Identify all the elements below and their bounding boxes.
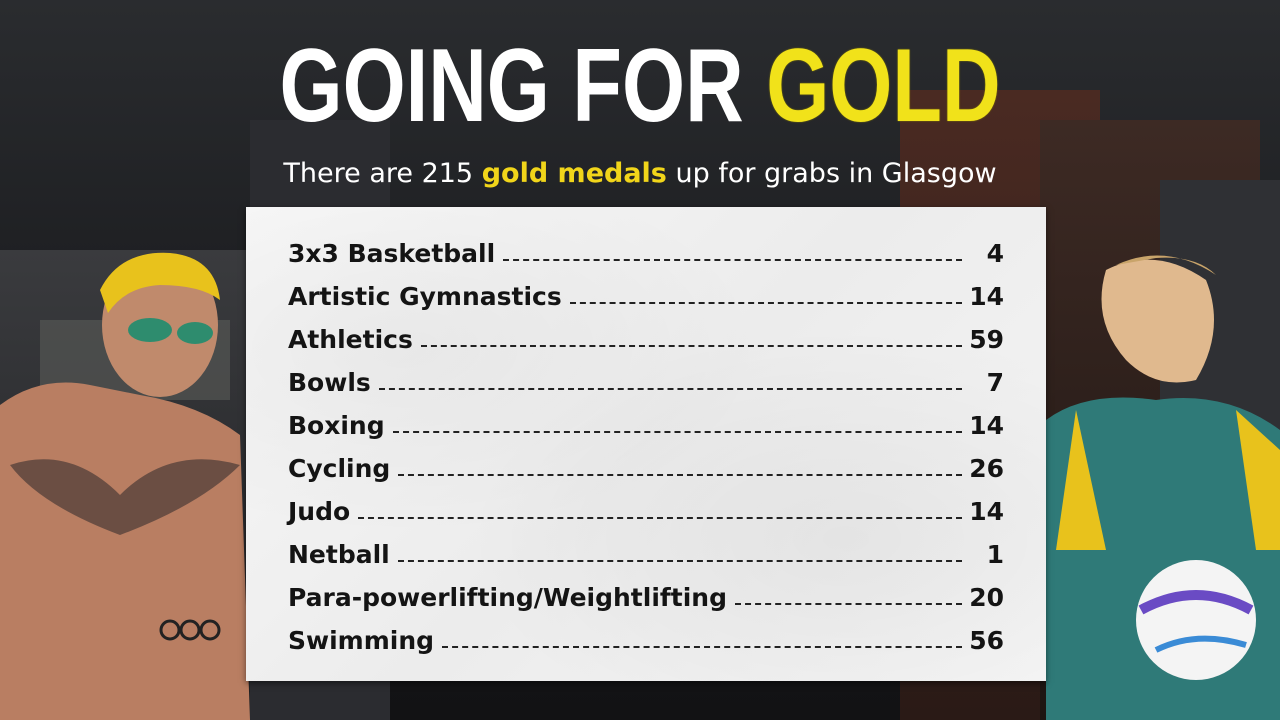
dotted-leader	[420, 345, 962, 347]
gold-medal-count: 20	[969, 583, 1004, 612]
gold-medal-count: 56	[969, 626, 1004, 655]
gold-medal-count: 26	[969, 454, 1004, 483]
sport-name: Para-powerlifting/Weightlifting	[288, 583, 727, 612]
gold-medal-count: 1	[986, 540, 1004, 569]
sport-name: Athletics	[288, 325, 413, 354]
sport-name: Artistic Gymnastics	[288, 282, 562, 311]
gold-medal-count: 14	[969, 282, 1004, 311]
sport-name: Cycling	[288, 454, 391, 483]
list-item: Athletics 59	[288, 315, 1004, 355]
list-item: Netball 1	[288, 530, 1004, 570]
dotted-leader	[392, 431, 962, 433]
sport-name: Judo	[288, 497, 351, 526]
netball-player-illustration	[1046, 255, 1280, 720]
sport-name: 3x3 Basketball	[288, 239, 496, 268]
gold-medal-count: 59	[969, 325, 1004, 354]
sport-name: Swimming	[288, 626, 435, 655]
title-part-white: GOING FOR	[279, 28, 744, 144]
medal-list-card: 3x3 Basketball 4 Artistic Gymnastics 14 Athl…	[246, 207, 1046, 681]
gold-medal-count: 4	[986, 239, 1004, 268]
dotted-leader	[358, 517, 962, 519]
title-part-gold: GOLD	[766, 28, 1001, 144]
list-item: Artistic Gymnastics 14	[288, 272, 1004, 312]
list-item: 3x3 Basketball 4	[288, 229, 1004, 269]
subtitle-pre: There are 215	[283, 158, 474, 189]
gold-medal-count: 14	[969, 497, 1004, 526]
dotted-leader	[503, 259, 962, 261]
list-item: Boxing 14	[288, 401, 1004, 441]
gold-medal-count: 14	[969, 411, 1004, 440]
dotted-leader	[735, 603, 962, 605]
dotted-leader	[398, 474, 962, 476]
list-item: Bowls 7	[288, 358, 1004, 398]
subtitle-highlight: gold medals	[481, 158, 667, 189]
list-item: Para-powerlifting/Weightlifting 20	[288, 573, 1004, 613]
swimmer-illustration	[0, 252, 250, 720]
gold-medal-count: 7	[986, 368, 1004, 397]
sport-name: Bowls	[288, 368, 371, 397]
list-item: Cycling 26	[288, 444, 1004, 484]
dotted-leader	[442, 646, 962, 648]
swimmer-photo	[0, 245, 250, 720]
page-subtitle: There are 215 gold medals up for grabs i…	[0, 158, 1280, 189]
list-item: Judo 14	[288, 487, 1004, 527]
subtitle-post: up for grabs in Glasgow	[675, 158, 997, 189]
dotted-leader	[378, 388, 962, 390]
page-title: GOING FOR GOLD	[141, 30, 1139, 142]
list-item: Swimming 56	[288, 616, 1004, 656]
dotted-leader	[397, 560, 962, 562]
sport-name: Boxing	[288, 411, 385, 440]
dotted-leader	[569, 302, 962, 304]
sport-name: Netball	[288, 540, 390, 569]
netball-player-photo	[1046, 250, 1280, 720]
